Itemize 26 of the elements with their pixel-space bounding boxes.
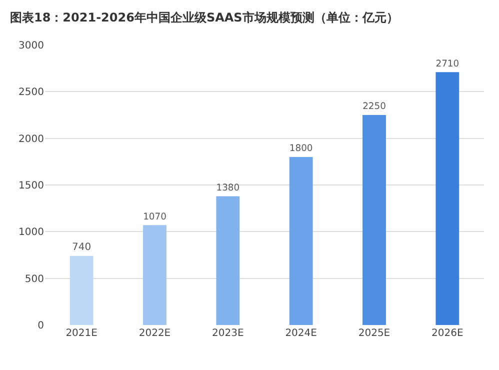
data-label: 740 [72,242,92,253]
x-tick-label: 2024E [285,328,317,339]
y-tick-label: 3000 [18,40,44,52]
y-tick-label: 2500 [18,87,44,98]
data-label: 1070 [143,211,167,222]
y-tick-label: 0 [38,320,44,332]
x-tick-label: 2022E [138,328,171,339]
x-tick-label: 2025E [358,328,390,339]
bar [289,157,313,325]
bar [143,225,166,325]
data-label: 1380 [216,182,240,194]
y-tick-label: 1500 [18,180,44,192]
bar [70,256,94,325]
bar [436,72,460,325]
data-label: 1800 [289,143,313,154]
data-label: 2250 [362,101,386,112]
y-tick-label: 1000 [18,227,44,238]
bar [216,196,240,325]
bar [362,115,386,325]
chart-title: 图表18：2021-2026年中国企业级SAAS市场规模预测（单位：亿元） [10,10,398,24]
data-label: 2710 [436,58,460,70]
y-tick-label: 500 [24,274,44,285]
x-tick-label: 2026E [432,328,464,339]
x-tick-label: 2023E [212,328,244,339]
x-tick-label: 2021E [66,328,98,339]
y-tick-label: 2000 [18,134,44,145]
